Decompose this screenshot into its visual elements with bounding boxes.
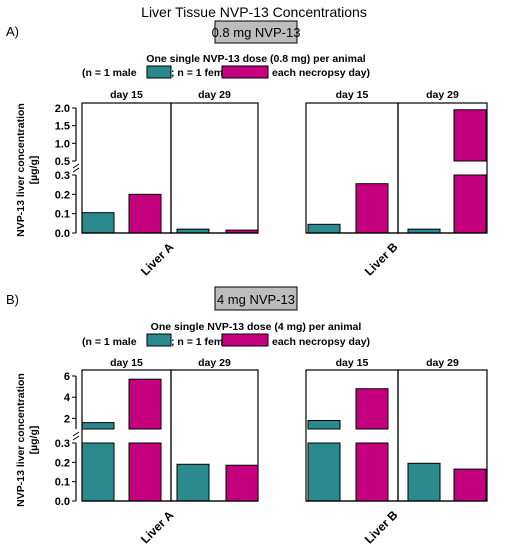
bar-liver-b-day-15-male-lower: [307, 442, 341, 502]
bar-liver-b-day-29-female-lower: [453, 174, 487, 234]
bar-liver-b-day-29-female: [453, 468, 487, 502]
axis-break-mark: [72, 163, 80, 169]
dose-label: 4 mg NVP-13: [217, 292, 295, 307]
panel-label: A): [6, 24, 19, 39]
axis-break-mark: [72, 167, 80, 173]
day-label: day 15: [110, 89, 143, 101]
legend-female-swatch: [221, 65, 269, 79]
legend-title: One single NVP-13 dose (0.8 mg) per anim…: [146, 53, 365, 65]
y-tick-label: 0.1: [55, 477, 70, 489]
group-label: Liver B: [362, 240, 401, 279]
legend-female-label: ; n = 1 female: [171, 336, 238, 348]
figure-title: Liver Tissue NVP-13 Concentrations: [141, 4, 367, 20]
day-label: day 29: [198, 89, 231, 101]
bar-liver-b-day-15-male-upper: [307, 420, 341, 430]
legend-male-swatch: [146, 333, 172, 347]
y-tick-label: 0.1: [55, 209, 70, 221]
day-label: day 29: [426, 89, 459, 101]
y-axis-label: NVP-13 liver concentration: [15, 103, 27, 237]
bar-liver-b-day-15-female-lower: [355, 442, 389, 502]
bar-liver-b-day-29-female-upper: [453, 109, 487, 162]
bar-liver-a-day-15-female-upper: [128, 378, 162, 430]
bar-liver-b-day-15-male: [307, 223, 341, 234]
y-tick-label: 0.0: [55, 228, 70, 240]
y-tick-label: 0.2: [55, 457, 70, 469]
day-label: day 29: [198, 357, 231, 369]
y-tick-label: 0.5: [55, 156, 70, 168]
dose-box: [214, 20, 298, 44]
y-tick-label: 6: [64, 371, 70, 383]
legend-male-label: (n = 1 male: [82, 67, 137, 79]
y-tick-label: 4: [64, 392, 71, 404]
day-label: day 15: [336, 357, 369, 369]
y-tick-label: 0.3: [55, 438, 70, 450]
dose-label: 0.8 mg NVP-13: [212, 25, 301, 40]
legend-male-swatch: [146, 65, 172, 79]
y-tick-label: 1.0: [55, 138, 70, 150]
bar-liver-a-day-29-male: [176, 463, 210, 502]
y-axis-unit: [µg/g]: [28, 156, 40, 185]
bar-liver-a-day-15-female: [128, 193, 162, 234]
axis-break-mark: [72, 431, 80, 437]
legend-male-label: (n = 1 male: [82, 336, 137, 348]
group-label: Liver B: [362, 508, 401, 547]
y-tick-label: 0.0: [55, 496, 70, 508]
y-tick-label: 0.2: [55, 189, 70, 201]
bar-liver-b-day-15-female: [355, 183, 389, 234]
panel-label: B): [6, 292, 19, 307]
group-label: Liver A: [138, 508, 177, 547]
y-tick-label: 1.5: [55, 121, 70, 133]
bar-liver-b-day-15-female-upper: [355, 388, 389, 430]
day-label: day 15: [336, 89, 369, 101]
bar-liver-a-day-15-male: [81, 212, 115, 234]
y-axis-label: NVP-13 liver concentration: [15, 373, 27, 507]
legend-female-swatch: [221, 333, 269, 347]
dose-box: [214, 286, 298, 311]
legend-female-label: ; n = 1 female: [171, 67, 238, 79]
bar-liver-a-day-15-male-lower: [81, 442, 115, 502]
bar-liver-a-day-15-male-upper: [81, 422, 115, 430]
legend-necropsy-label: each necropsy day): [272, 67, 370, 79]
bar-liver-a-day-29-female: [225, 464, 259, 502]
day-label: day 29: [426, 357, 459, 369]
legend-necropsy-label: each necropsy day): [272, 336, 370, 348]
axis-break-mark: [72, 435, 80, 441]
y-tick-label: 0.3: [55, 170, 70, 182]
day-label: day 15: [110, 357, 143, 369]
bar-liver-b-day-29-male: [407, 462, 441, 502]
day-box: [170, 102, 259, 234]
bar-liver-a-day-15-female-lower: [128, 442, 162, 502]
y-tick-label: 2: [64, 413, 70, 425]
group-label: Liver A: [138, 240, 177, 279]
y-axis-unit: [µg/g]: [28, 426, 40, 455]
legend-title: One single NVP-13 dose (4 mg) per animal: [151, 321, 362, 333]
y-tick-label: 2.0: [55, 103, 70, 115]
